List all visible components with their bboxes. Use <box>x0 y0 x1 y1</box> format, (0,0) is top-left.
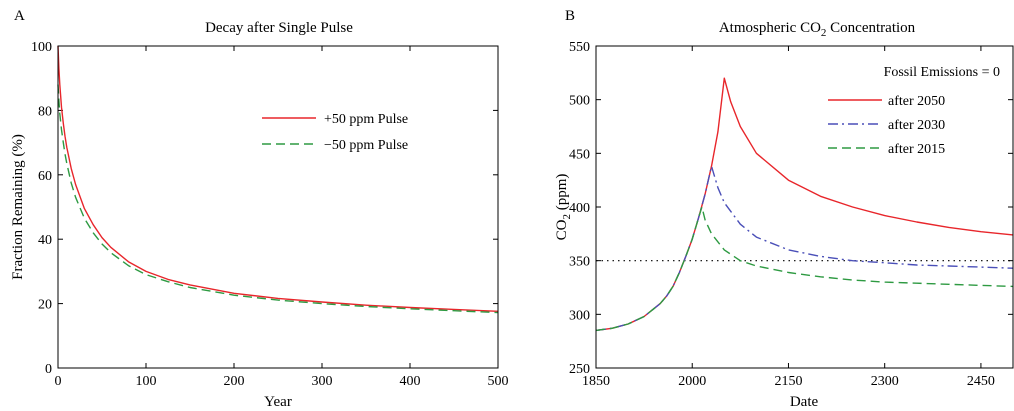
panel-b-legend-title: Fossil Emissions = 0 <box>884 65 1000 80</box>
panel-a-xtick-label: 100 <box>136 374 157 389</box>
panel-a-series <box>57 45 499 314</box>
panel-a-ytick-label: 80 <box>38 104 52 119</box>
panel-a-xtick-label: 400 <box>400 374 421 389</box>
panel-b-ytick-label: 300 <box>569 308 590 323</box>
panel-b-legend-label: after 2015 <box>888 142 945 157</box>
panel-b-ytick-label: 450 <box>569 147 590 162</box>
panel-b-ylabel: CO2 (ppm) <box>554 174 573 241</box>
panel-a-ylabel: Fraction Remaining (%) <box>10 134 26 280</box>
panel-a-ytick-label: 40 <box>38 233 52 248</box>
panel-a-xtick-label: 300 <box>312 374 333 389</box>
panel-a-letter: A <box>14 8 25 24</box>
panel-a-frame <box>57 45 499 369</box>
panel-a-ticks: 0 100 200 300 400 500 0 20 40 60 80 100 <box>31 40 509 389</box>
panel-b-ytick-label: 250 <box>569 362 590 377</box>
panel-a-xtick-label: 0 <box>55 374 62 389</box>
panel-b-xtick-label: 1850 <box>582 374 610 389</box>
panel-b-xtick-label: 2450 <box>967 374 995 389</box>
panel-b-ytick-label: 550 <box>569 40 590 55</box>
panel-b-series-line <box>595 206 1014 332</box>
panel-a-xlabel: Year <box>264 394 292 410</box>
panel-b-ticks: 1850 2000 2150 2300 2450 250 300 350 400 450 500 55… <box>569 40 1013 389</box>
panel-a-ytick-label: 0 <box>45 362 52 377</box>
panel-b-ytick-label: 500 <box>569 94 590 109</box>
panel-b-series-line <box>595 77 1014 332</box>
panel-b-legend-label: after 2030 <box>888 118 945 133</box>
panel-b-xtick-label: 2000 <box>678 374 706 389</box>
panel-b-xtick-label: 2300 <box>871 374 899 389</box>
panel-b-ylabel-sub: 2 <box>561 214 573 220</box>
panel-a-title: Decay after Single Pulse <box>205 20 353 36</box>
panel-b-letter: B <box>565 8 575 24</box>
panel-a-xtick-label: 200 <box>224 374 245 389</box>
panel-a-ytick-label: 60 <box>38 169 52 184</box>
panel-b-frame <box>595 45 1014 369</box>
panel-b-series <box>595 77 1014 332</box>
panel-a-xtick-label: 500 <box>488 374 509 389</box>
panel-b-legend-label: after 2050 <box>888 94 945 109</box>
panel-a-series-line <box>57 84 499 314</box>
panel-b-title-main: Atmospheric CO <box>719 20 821 36</box>
panel-b-xtick-label: 2150 <box>774 374 802 389</box>
panel-b-title-end: Concentration <box>826 20 915 36</box>
panel-b-ytick-label: 350 <box>569 255 590 270</box>
panel-b: B Atmospheric CO2 Concentration 1850 2000… <box>554 8 1014 410</box>
panel-b-series-line <box>595 165 1014 332</box>
panel-b-legend: Fossil Emissions = 0 after 2050 after 2030… <box>828 65 1000 157</box>
panel-a-ytick-label: 100 <box>31 40 52 55</box>
panel-a-legend-label: +50 ppm Pulse <box>324 112 408 127</box>
panel-b-title: Atmospheric CO2 Concentration <box>719 20 916 39</box>
panel-b-title-sub: 2 <box>821 27 827 39</box>
panel-a-legend: +50 ppm Pulse −50 ppm Pulse <box>262 112 408 153</box>
panel-b-ytick-label: 400 <box>569 201 590 216</box>
panel-a: A Decay after Single Pulse 0 100 200 300 400… <box>10 8 509 410</box>
panel-b-ylabel-main: CO <box>554 219 570 240</box>
panel-a-series-line <box>57 45 499 312</box>
panel-b-xlabel: Date <box>790 394 819 410</box>
panel-a-ytick-label: 20 <box>38 298 52 313</box>
panel-b-ylabel-end: (ppm) <box>554 174 570 214</box>
panel-a-legend-label: −50 ppm Pulse <box>324 138 408 153</box>
